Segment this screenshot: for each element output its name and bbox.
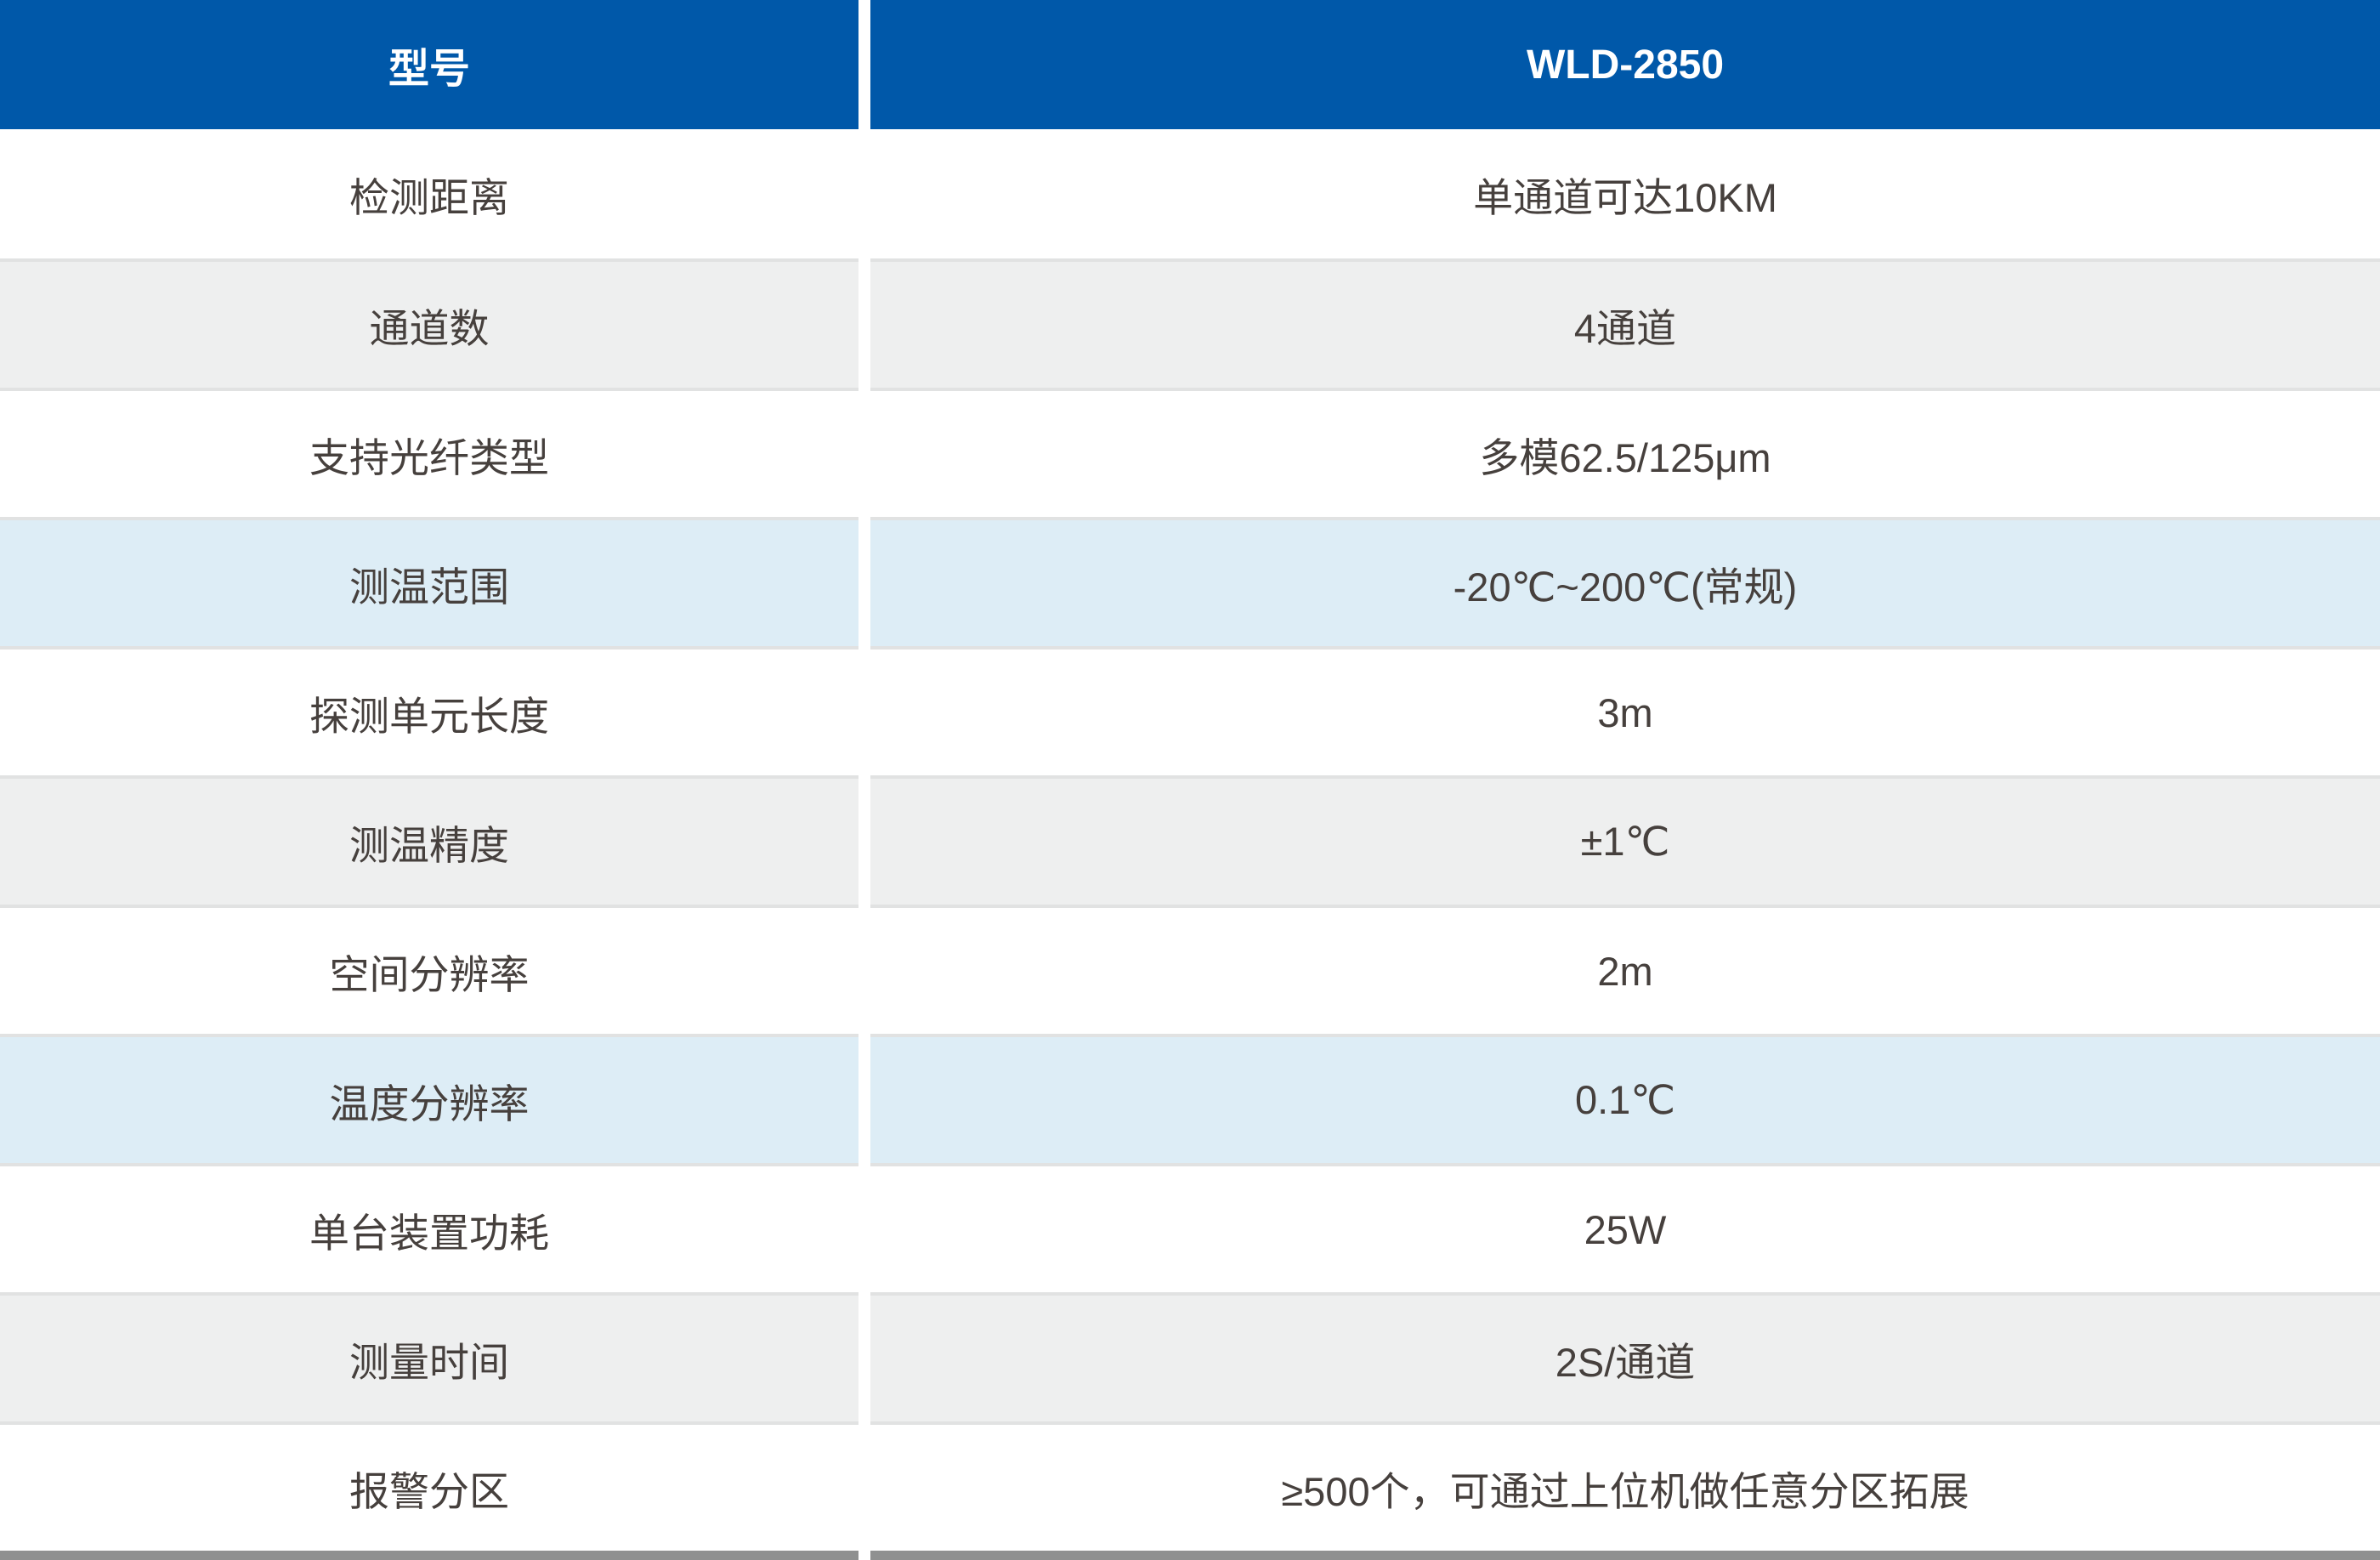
column-divider xyxy=(858,129,870,258)
table-header-row: 型号 WLD-2850 xyxy=(0,0,2380,129)
column-divider xyxy=(858,258,870,388)
bottom-border-left-segment xyxy=(0,1551,858,1560)
column-divider xyxy=(858,905,870,1034)
table-row: 测量时间 2S/通道 xyxy=(0,1292,2380,1421)
column-divider xyxy=(858,0,870,129)
spec-value-cell: 多模62.5/125μm xyxy=(870,388,2380,517)
spec-label: 测温精度 xyxy=(349,822,509,868)
spec-value-cell: 2m xyxy=(870,905,2380,1034)
spec-label: 报警分区 xyxy=(349,1468,509,1514)
table-bottom-border xyxy=(0,1551,2380,1560)
spec-label-cell: 报警分区 xyxy=(0,1421,858,1551)
spec-label: 测量时间 xyxy=(349,1339,509,1385)
spec-label: 探测单元长度 xyxy=(309,693,549,739)
table-row: 支持光纤类型 多模62.5/125μm xyxy=(0,388,2380,517)
spec-value-cell: ±1℃ xyxy=(870,775,2380,905)
spec-value: 2m xyxy=(1597,948,1653,994)
table-row: 探测单元长度 3m xyxy=(0,646,2380,775)
table-row: 测温范围 -20℃~200℃(常规) xyxy=(0,517,2380,646)
table-row: 单台装置功耗 25W xyxy=(0,1163,2380,1292)
spec-label-cell: 检测距离 xyxy=(0,129,858,258)
spec-label: 通道数 xyxy=(369,305,490,351)
spec-label: 测温范围 xyxy=(349,564,509,610)
spec-value: -20℃~200℃(常规) xyxy=(1453,564,1798,610)
spec-label: 检测距离 xyxy=(349,174,509,220)
spec-value-cell: 2S/通道 xyxy=(870,1292,2380,1421)
column-divider xyxy=(858,1551,870,1560)
column-divider xyxy=(858,775,870,905)
table-row: 空间分辨率 2m xyxy=(0,905,2380,1034)
spec-value-cell: 4通道 xyxy=(870,258,2380,388)
spec-value-cell: 0.1℃ xyxy=(870,1034,2380,1163)
column-divider xyxy=(858,388,870,517)
spec-label-cell: 测温精度 xyxy=(0,775,858,905)
column-divider xyxy=(858,1163,870,1292)
table-body: 检测距离 单通道可达10KM 通道数 4通道 支持光纤类型 多模62.5/125… xyxy=(0,129,2380,1551)
table-row: 温度分辨率 0.1℃ xyxy=(0,1034,2380,1163)
spec-value: 3m xyxy=(1597,689,1653,735)
spec-label-cell: 单台装置功耗 xyxy=(0,1163,858,1292)
spec-label-cell: 测量时间 xyxy=(0,1292,858,1421)
table-row: 报警分区 ≥500个，可通过上位机做任意分区拓展 xyxy=(0,1421,2380,1551)
spec-label: 温度分辨率 xyxy=(329,1081,530,1126)
spec-value-cell: 单通道可达10KM xyxy=(870,129,2380,258)
table-row: 测温精度 ±1℃ xyxy=(0,775,2380,905)
spec-value: ±1℃ xyxy=(1580,819,1670,864)
column-divider xyxy=(858,1034,870,1163)
spec-label-cell: 测温范围 xyxy=(0,517,858,646)
bottom-border-right-segment xyxy=(870,1551,2380,1560)
column-divider xyxy=(858,646,870,775)
header-model-number: WLD-2850 xyxy=(1526,42,1725,88)
spec-value: ≥500个，可通过上位机做任意分区拓展 xyxy=(1281,1468,1969,1514)
header-cell-model-number: WLD-2850 xyxy=(870,0,2380,129)
table-row: 通道数 4通道 xyxy=(0,258,2380,388)
spec-label: 空间分辨率 xyxy=(329,951,530,997)
column-divider xyxy=(858,1292,870,1421)
spec-value-cell: ≥500个，可通过上位机做任意分区拓展 xyxy=(870,1421,2380,1551)
spec-label-cell: 通道数 xyxy=(0,258,858,388)
spec-value: 4通道 xyxy=(1573,305,1677,351)
spec-value: 2S/通道 xyxy=(1555,1339,1696,1385)
column-divider xyxy=(858,517,870,646)
spec-label-cell: 温度分辨率 xyxy=(0,1034,858,1163)
spec-value: 单通道可达10KM xyxy=(1473,174,1777,220)
spec-label-cell: 空间分辨率 xyxy=(0,905,858,1034)
column-divider xyxy=(858,1421,870,1551)
spec-value-cell: 25W xyxy=(870,1163,2380,1292)
spec-value: 0.1℃ xyxy=(1574,1077,1676,1122)
table-row: 检测距离 单通道可达10KM xyxy=(0,129,2380,258)
spec-value-cell: -20℃~200℃(常规) xyxy=(870,517,2380,646)
spec-label-cell: 探测单元长度 xyxy=(0,646,858,775)
spec-value: 25W xyxy=(1584,1206,1667,1252)
spec-value: 多模62.5/125μm xyxy=(1479,434,1771,480)
spec-label: 支持光纤类型 xyxy=(309,434,549,480)
header-model-label: 型号 xyxy=(388,47,470,92)
spec-value-cell: 3m xyxy=(870,646,2380,775)
spec-label: 单台装置功耗 xyxy=(309,1210,549,1256)
spec-label-cell: 支持光纤类型 xyxy=(0,388,858,517)
header-cell-model-label: 型号 xyxy=(0,0,858,129)
